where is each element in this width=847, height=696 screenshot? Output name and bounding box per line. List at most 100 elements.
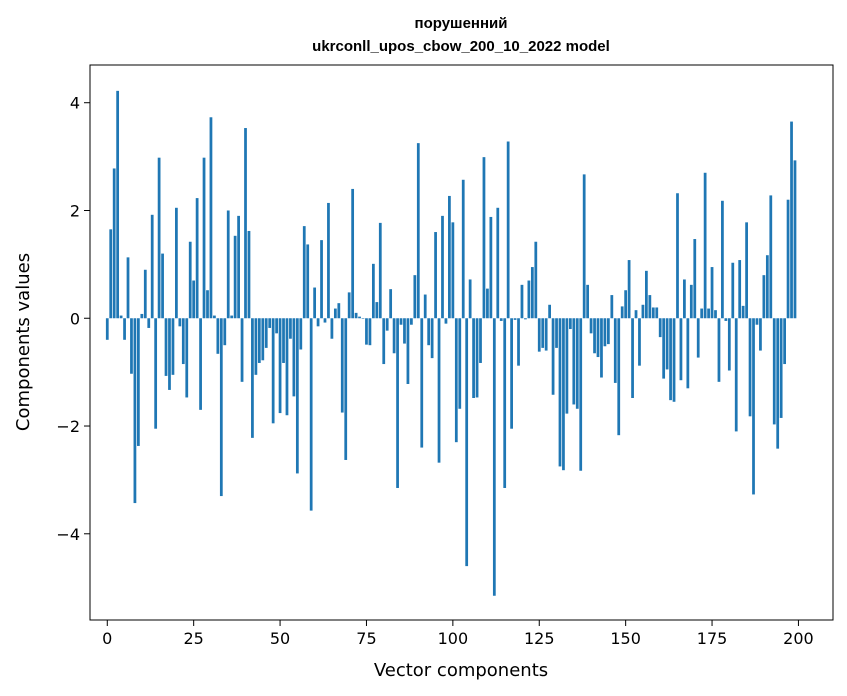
y-tick-label-4: 4 bbox=[70, 94, 80, 113]
bar-67 bbox=[337, 303, 341, 319]
bar-58 bbox=[306, 244, 310, 319]
bar-79 bbox=[378, 222, 382, 319]
bar-9 bbox=[137, 318, 140, 446]
bar-151 bbox=[627, 260, 631, 319]
bar-69 bbox=[344, 318, 348, 460]
bar-125 bbox=[537, 318, 541, 352]
plot-frame bbox=[89, 64, 834, 621]
x-tick-label-6: 150 bbox=[610, 629, 641, 648]
bar-57 bbox=[302, 226, 306, 319]
bar-95 bbox=[434, 232, 437, 319]
bar-177 bbox=[717, 318, 721, 382]
x-tick-label-7: 175 bbox=[697, 629, 728, 648]
y-tick-label-3: 2 bbox=[70, 201, 80, 220]
bar-82 bbox=[389, 289, 393, 319]
chart-subtitle: ukrconll_upos_cbow_200_10_2022 model bbox=[312, 38, 610, 55]
bar-120 bbox=[520, 284, 524, 319]
bar-148 bbox=[617, 318, 621, 436]
bar-99 bbox=[448, 195, 451, 319]
bar-62 bbox=[320, 240, 323, 319]
bar-182 bbox=[734, 318, 738, 432]
bar-93 bbox=[427, 318, 431, 346]
bar-142 bbox=[596, 318, 600, 358]
bar-157 bbox=[648, 295, 652, 319]
bar-154 bbox=[638, 318, 641, 366]
bar-169 bbox=[689, 284, 693, 319]
bar-167 bbox=[683, 279, 686, 319]
bar-122 bbox=[527, 280, 531, 319]
bar-111 bbox=[489, 216, 493, 319]
bar-39 bbox=[240, 318, 244, 382]
bar-143 bbox=[600, 318, 603, 378]
bar-124 bbox=[534, 241, 538, 319]
bar-149 bbox=[620, 306, 624, 319]
bar-140 bbox=[589, 318, 593, 334]
bar-191 bbox=[765, 255, 769, 319]
bar-100 bbox=[451, 222, 455, 319]
bar-8 bbox=[133, 318, 137, 504]
bar-48 bbox=[271, 318, 275, 424]
bar-44 bbox=[257, 318, 261, 363]
x-axis-label: Vector components bbox=[374, 660, 548, 681]
bar-173 bbox=[703, 172, 707, 319]
bar-90 bbox=[416, 143, 420, 319]
bar-31 bbox=[213, 315, 216, 319]
bar-144 bbox=[603, 318, 607, 347]
y-axis-label: Components values bbox=[13, 253, 34, 431]
bar-20 bbox=[175, 207, 178, 319]
bar-172 bbox=[700, 308, 704, 319]
bar-26 bbox=[195, 198, 199, 319]
bar-61 bbox=[316, 318, 320, 327]
x-tick-label-4: 100 bbox=[438, 629, 469, 648]
bar-199 bbox=[793, 160, 797, 319]
bar-179 bbox=[724, 318, 728, 321]
bar-52 bbox=[285, 318, 289, 416]
bar-170 bbox=[693, 239, 697, 319]
bar-106 bbox=[472, 318, 475, 398]
bar-146 bbox=[610, 295, 614, 319]
bar-135 bbox=[572, 318, 576, 405]
bar-2 bbox=[112, 168, 116, 319]
bar-78 bbox=[375, 302, 379, 319]
bar-10 bbox=[140, 313, 144, 319]
bar-161 bbox=[662, 318, 666, 379]
bar-189 bbox=[759, 318, 762, 351]
bar-91 bbox=[420, 318, 424, 448]
bar-7 bbox=[130, 318, 133, 374]
bar-27 bbox=[199, 318, 202, 410]
bar-147 bbox=[613, 318, 617, 383]
bar-118 bbox=[513, 318, 517, 320]
bar-129 bbox=[551, 318, 555, 395]
bar-115 bbox=[503, 318, 507, 488]
bar-186 bbox=[748, 318, 752, 417]
y-tick-label-1: −2 bbox=[56, 417, 80, 436]
bar-73 bbox=[358, 316, 361, 319]
bar-46 bbox=[264, 318, 268, 348]
bar-133 bbox=[565, 318, 569, 414]
bar-137 bbox=[579, 318, 583, 471]
bar-183 bbox=[738, 260, 742, 319]
bar-13 bbox=[150, 214, 154, 319]
bar-195 bbox=[779, 318, 783, 418]
bar-110 bbox=[486, 288, 489, 319]
bar-193 bbox=[772, 318, 776, 425]
bar-155 bbox=[641, 304, 645, 319]
bar-98 bbox=[444, 318, 448, 324]
bar-138 bbox=[582, 174, 586, 319]
bar-19 bbox=[171, 318, 175, 375]
bar-17 bbox=[164, 318, 168, 376]
bar-55 bbox=[295, 318, 299, 474]
y-tick-label-0: −4 bbox=[56, 525, 80, 544]
bar-134 bbox=[568, 318, 572, 330]
bar-38 bbox=[237, 215, 240, 319]
bar-181 bbox=[731, 262, 735, 319]
x-tick-label-5: 125 bbox=[524, 629, 555, 648]
bar-153 bbox=[634, 310, 638, 319]
bar-25 bbox=[192, 280, 196, 319]
bar-188 bbox=[755, 318, 759, 325]
bar-35 bbox=[226, 210, 230, 319]
bar-74 bbox=[361, 318, 365, 319]
bar-72 bbox=[354, 312, 358, 319]
bar-113 bbox=[496, 207, 500, 319]
